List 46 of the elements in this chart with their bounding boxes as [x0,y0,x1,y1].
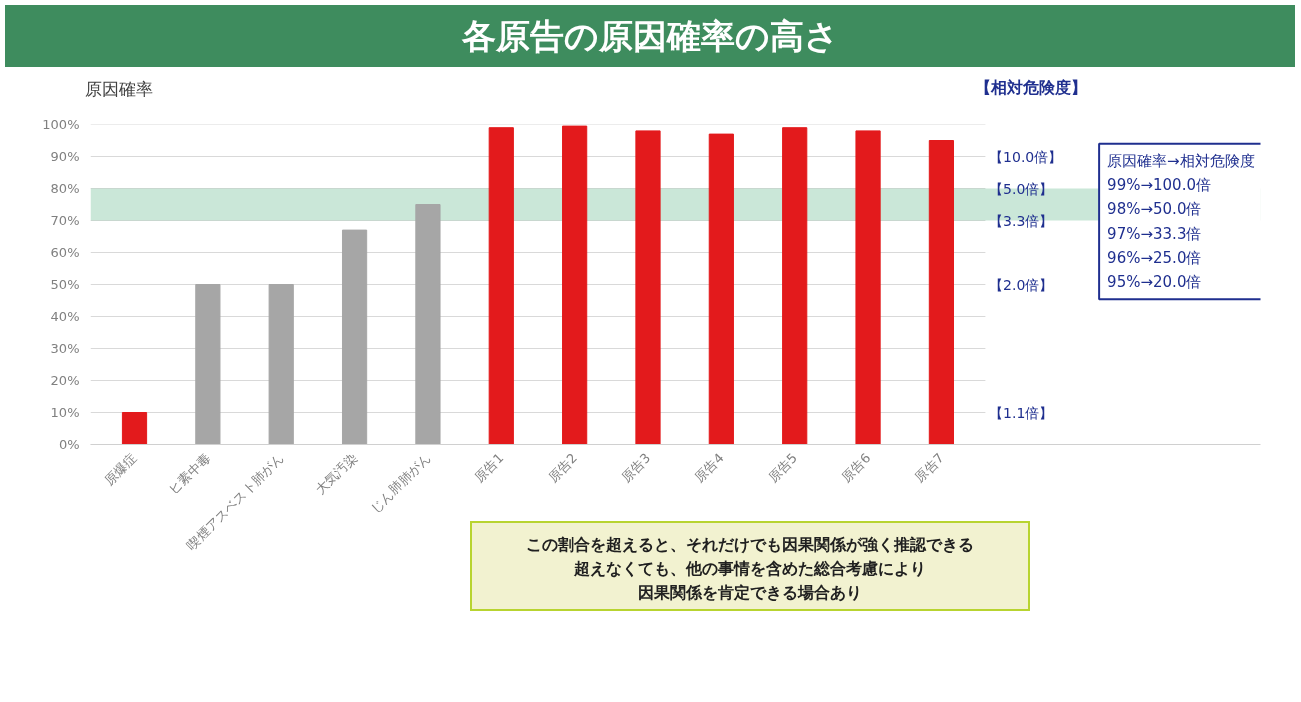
y-axis-title: 原因確率 [85,78,153,101]
y-tick-label: 10% [50,405,80,420]
text: 【2.0倍】 [989,276,1054,293]
y-tick-label: 90% [50,149,80,164]
x-tick-label: 原爆症 [101,450,140,489]
y-tick-label: 40% [50,309,80,324]
chart-title: 各原告の原因確率の高さ [461,15,839,58]
text: 【3.3倍】 [989,212,1054,229]
text: 【5.0倍】 [989,180,1054,197]
text: この割合を超えると、それだけでも因果関係が強く推認できる [526,535,974,554]
bar [708,133,734,445]
bar [928,140,955,445]
text: 原因確率→相対危険度 99%→100.0倍 98%→50.0倍 97%→33.3倍 96%→25.0倍 95%→20.0倍 [1107,151,1255,292]
bar [488,127,514,445]
text: 【10.0倍】 [989,148,1063,165]
x-tick-label: 原告7 [911,450,947,486]
text: 【1.1倍】 [989,404,1054,421]
x-tick-label: ヒ素中毒 [165,450,214,498]
bar [195,284,221,445]
x-tick-label: 大気汚染 [312,450,360,498]
y2-axis-title: 【相対危険度】 [975,77,1087,99]
x-tick-label: 原告3 [618,450,654,486]
text: 超えなくても、他の事情を含めた総合考慮により [574,559,926,578]
y-tick-label: 30% [50,341,80,356]
y-tick-label: 0% [58,437,80,452]
bar [782,127,808,445]
x-tick-label: 原告4 [691,450,727,486]
y-tick-label: 50% [50,277,80,292]
bar [415,204,441,445]
x-tick-label: 原告6 [838,450,874,486]
bar [562,125,588,445]
bar [341,229,368,445]
bar [268,284,294,445]
x-tick-label: じん肺肺がん [367,450,434,516]
y-tick-label: 20% [50,373,80,388]
bar [635,130,661,445]
bar [855,130,881,445]
x-tick-label: 原告1 [471,450,507,486]
y-tick-label: 70% [50,213,80,228]
text: 因果関係を肯定できる場合あり [638,583,862,602]
x-tick-label: 原告2 [545,450,580,486]
y-tick-label: 100% [42,117,80,132]
y-tick-label: 80% [50,181,80,196]
bar [121,412,148,445]
x-tick-label: 原告5 [765,450,801,486]
y-tick-label: 60% [50,245,80,260]
